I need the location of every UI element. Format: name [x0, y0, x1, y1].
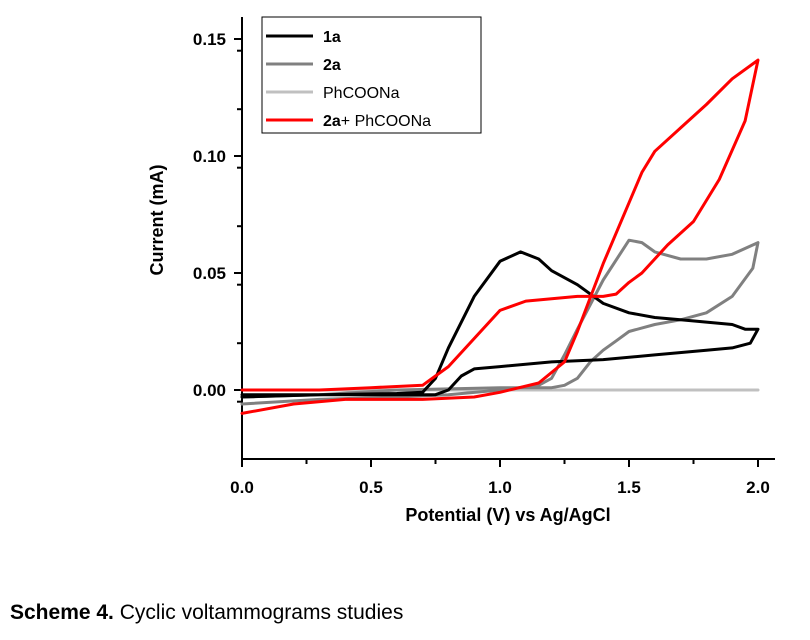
legend-label-1a: 1a: [323, 29, 341, 46]
y-tick-label: 0.00: [193, 381, 226, 400]
legend: 1a 2a PhCOONa 2a+ PhCOONa: [261, 16, 482, 134]
series-line-2a-phcoona: [240, 58, 760, 415]
x-tick-label: 0.0: [230, 478, 254, 497]
caption: Scheme 4. Cyclic voltammograms studies: [10, 601, 403, 625]
legend-label-2a-phcoona: 2a+ PhCOONa: [323, 113, 431, 130]
y-tick-label: 0.10: [193, 147, 226, 166]
x-axis-title: Potential (V) vs Ag/AgCl: [405, 505, 610, 525]
series-line-2a: [240, 238, 760, 406]
x-tick-label: 1.0: [488, 478, 512, 497]
ticks: 0.0 0.5 1.0 1.5 2.0 0.00 0.05 0.10 0.15: [193, 30, 770, 497]
legend-label-phcoona: PhCOONa: [323, 85, 400, 102]
caption-label: Scheme 4.: [10, 601, 114, 624]
legend-label-2a-phcoona-bold: 2a: [323, 113, 341, 130]
x-tick-label: 0.5: [359, 478, 383, 497]
x-tick-label: 1.5: [617, 478, 641, 497]
series-line-1a: [240, 250, 760, 399]
y-tick-label: 0.05: [193, 264, 226, 283]
series-layer: [240, 58, 760, 415]
legend-label-2a: 2a: [323, 57, 341, 74]
legend-label-2a-phcoona-rest: + PhCOONa: [341, 113, 431, 130]
x-tick-label: 2.0: [746, 478, 770, 497]
y-tick-label: 0.15: [193, 30, 226, 49]
y-axis-title: Current (mA): [147, 164, 167, 275]
chart: 0.0 0.5 1.0 1.5 2.0 0.00 0.05 0.10 0.15 Potentia…: [147, 16, 775, 525]
caption-text: Cyclic voltammograms studies: [113, 601, 404, 624]
